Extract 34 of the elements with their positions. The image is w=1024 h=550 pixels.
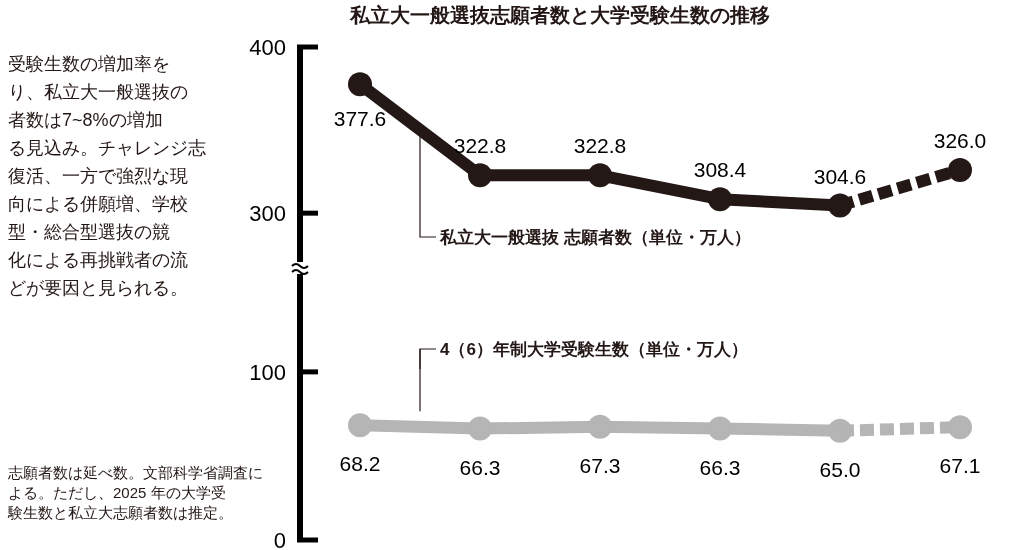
text: 復活、一方で強烈な現 xyxy=(8,166,188,186)
y-tick-label: 0 xyxy=(273,528,286,550)
text: り、私立大一般選抜の xyxy=(8,82,188,102)
data-label: 65.0 xyxy=(819,457,861,481)
text: 4（6）年制大学受験生数（単位・万人） xyxy=(440,340,748,359)
data-label: 308.4 xyxy=(693,158,747,182)
data-label: 322.8 xyxy=(573,134,627,158)
text: 志願者数は延べ数。文部科学省調査による。ただし、2025 年の大学受験生数と私立大志願者数は推定。 xyxy=(7,464,263,521)
data-label: 67.1 xyxy=(939,454,981,478)
data-label: 66.3 xyxy=(459,455,501,479)
data-label: 326.0 xyxy=(933,128,987,152)
point xyxy=(588,163,612,188)
data-label: 67.3 xyxy=(579,453,621,477)
data-label: 68.2 xyxy=(339,452,381,476)
data-label: 377.6 xyxy=(333,107,387,131)
y-tick-label: 400 xyxy=(249,35,286,60)
text: る見込み。チャレンジ志 xyxy=(8,138,206,158)
data-label: 304.6 xyxy=(813,164,867,188)
data-label: 66.3 xyxy=(699,455,741,479)
text: 型・総合型選抜の競 xyxy=(8,222,170,242)
text: 化による再挑戦者の流 xyxy=(8,250,188,270)
point xyxy=(708,187,732,212)
point xyxy=(948,157,972,182)
y-tick-label: 100 xyxy=(249,359,286,385)
text: 向による併願増、学校 xyxy=(8,194,188,214)
text: 者数は7~8%の増加 xyxy=(8,110,163,130)
chart-title: 私立大一般選抜志願者数と大学受験生数の推移 xyxy=(349,4,770,26)
point xyxy=(468,163,492,188)
series-label: 私立大一般選抜 志願者数（単位・万人） xyxy=(439,228,751,247)
text: 受験生数の増加率を xyxy=(8,54,170,74)
point xyxy=(348,72,372,97)
y-tick-label: 300 xyxy=(249,201,286,227)
data-label: 322.8 xyxy=(453,134,507,158)
text: どが要因と見られる。 xyxy=(8,278,188,298)
